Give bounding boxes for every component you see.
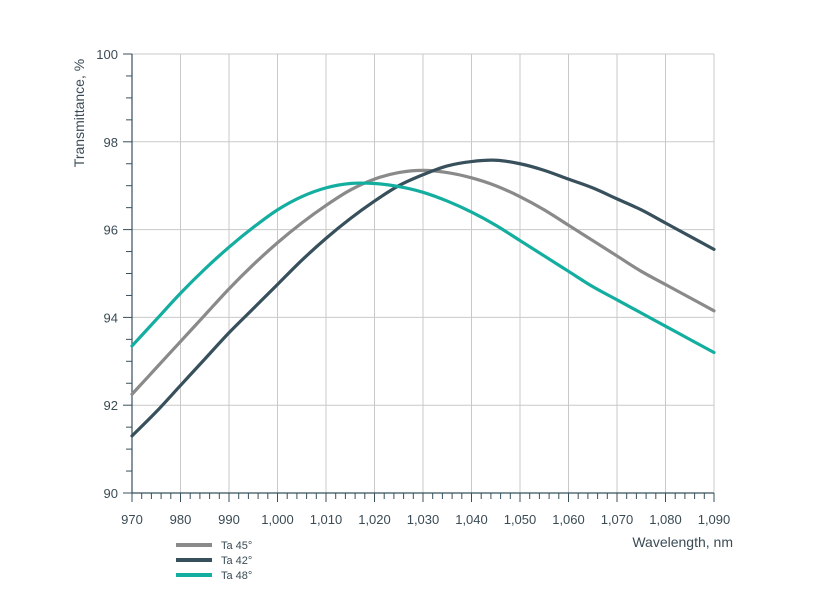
- x-tick-label: 1,000: [261, 512, 294, 527]
- y-tick-label: 94: [104, 310, 118, 325]
- y-axis-title: Transmittance, %: [71, 59, 87, 167]
- axes: [123, 53, 715, 502]
- series-line-ta-48: [130, 181, 716, 355]
- x-axis-title: Wavelength, nm: [632, 534, 733, 550]
- x-tick-label: 1,020: [358, 512, 391, 527]
- y-tick-label: 98: [104, 135, 118, 150]
- x-tick-label: 1,050: [504, 512, 537, 527]
- x-tick-label: 1,040: [455, 512, 488, 527]
- x-tick-label: 1,060: [552, 512, 585, 527]
- series-line-ta-45: [130, 168, 716, 396]
- x-tick-label: 1,090: [698, 512, 731, 527]
- x-tick-label: 1,010: [310, 512, 343, 527]
- x-tick-label: 1,070: [601, 512, 634, 527]
- legend: Ta 45° Ta 42° Ta 48°: [176, 540, 252, 582]
- legend-label-ta-42: Ta 42°: [221, 555, 252, 567]
- x-tick-label: 1,030: [407, 512, 440, 527]
- series-line-ta-42: [130, 158, 716, 438]
- legend-label-ta-48: Ta 48°: [221, 570, 252, 582]
- y-tick-label: 92: [104, 398, 118, 413]
- legend-label-ta-45: Ta 45°: [221, 540, 252, 552]
- tick-labels: 970 980 990 1,000 1,010 1,020 1,030 1,040 1,050 1…: [96, 47, 730, 527]
- x-tick-label: 970: [121, 512, 143, 527]
- y-tick-label: 90: [104, 486, 118, 501]
- y-tick-label: 100: [96, 47, 118, 62]
- series-lines: [130, 158, 716, 438]
- y-tick-label: 96: [104, 223, 118, 238]
- x-tick-label: 1,080: [649, 512, 682, 527]
- x-tick-label: 990: [218, 512, 240, 527]
- grid: [131, 53, 715, 494]
- x-tick-label: 980: [170, 512, 192, 527]
